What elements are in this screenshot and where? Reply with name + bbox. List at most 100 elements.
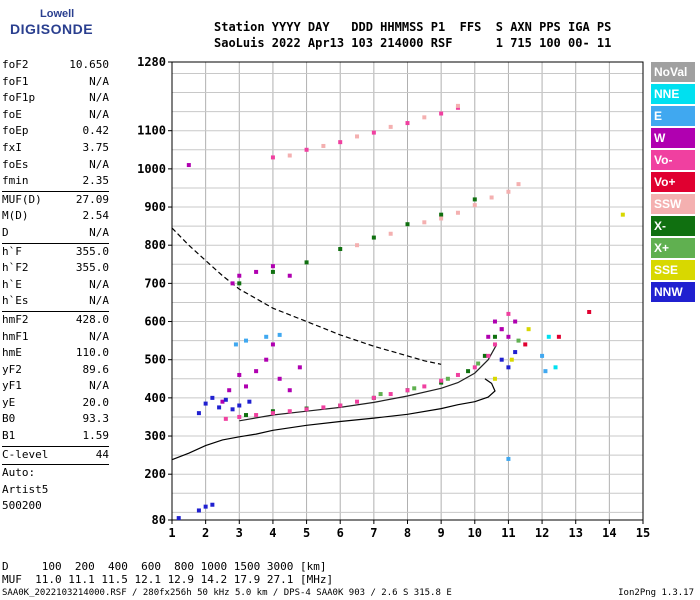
echo-point bbox=[264, 357, 269, 362]
legend-item: W bbox=[651, 128, 695, 148]
param-name: hmE bbox=[2, 346, 22, 360]
param-divider bbox=[2, 310, 109, 312]
echo-point bbox=[287, 388, 292, 393]
param-name: B0 bbox=[2, 412, 16, 426]
software-version: Ion2Png 1.3.17 bbox=[618, 588, 694, 598]
param-divider bbox=[2, 242, 109, 244]
echo-point bbox=[388, 231, 393, 236]
echo-point bbox=[513, 319, 518, 324]
legend-item: Vo- bbox=[651, 150, 695, 170]
distance-row: D 100 200 400 600 800 1000 1500 3000 [km… bbox=[2, 560, 327, 573]
echo-point bbox=[270, 269, 275, 274]
param-row: fxI 3.75 bbox=[2, 140, 109, 157]
param-name: foEs bbox=[2, 157, 29, 171]
param-name: fmin bbox=[2, 174, 29, 188]
x-tick-label: 2 bbox=[202, 526, 209, 540]
echo-point bbox=[546, 334, 551, 339]
echo-point bbox=[304, 407, 309, 412]
param-value: 27.09 bbox=[75, 192, 109, 206]
param-row: fmin 2.35 bbox=[2, 173, 109, 190]
echo-point bbox=[476, 361, 481, 366]
x-tick-label: 4 bbox=[269, 526, 276, 540]
echo-point bbox=[439, 111, 444, 116]
param-row: hmE 110.0 bbox=[2, 345, 109, 362]
param-value: 0.42 bbox=[82, 124, 110, 138]
param-value: N/A bbox=[89, 107, 109, 121]
legend-item: X+ bbox=[651, 238, 695, 258]
echo-point bbox=[388, 124, 393, 129]
param-row: h`E N/A bbox=[2, 277, 109, 294]
echo-point bbox=[254, 413, 259, 418]
echo-point bbox=[176, 516, 181, 521]
x-tick-label: 6 bbox=[337, 526, 344, 540]
param-divider bbox=[2, 445, 109, 447]
param-row: h`F2 355.0 bbox=[2, 260, 109, 277]
echo-point bbox=[355, 399, 360, 404]
echo-point bbox=[277, 376, 282, 381]
param-row: B1 1.59 bbox=[2, 428, 109, 445]
echo-point bbox=[455, 103, 460, 108]
x-tick-label: 1 bbox=[168, 526, 175, 540]
logo-line1: Lowell bbox=[40, 8, 75, 20]
echo-point bbox=[338, 403, 343, 408]
header-line1: Station YYYY DAY DDD HHMMSS P1 FFS S AXN… bbox=[214, 20, 612, 34]
echo-point bbox=[543, 369, 548, 374]
echo-point bbox=[254, 369, 259, 374]
echo-point bbox=[244, 413, 249, 418]
param-row: foEs N/A bbox=[2, 157, 109, 174]
echo-point bbox=[439, 216, 444, 221]
param-name: foF2 bbox=[2, 58, 29, 71]
x-tick-label: 9 bbox=[438, 526, 445, 540]
echo-point bbox=[371, 235, 376, 240]
echo-point bbox=[203, 401, 208, 406]
echo-point bbox=[321, 405, 326, 410]
echo-point bbox=[244, 338, 249, 343]
echo-point bbox=[186, 163, 191, 168]
echo-point bbox=[233, 342, 238, 347]
param-row: foE N/A bbox=[2, 107, 109, 124]
echo-point bbox=[422, 115, 427, 120]
y-tick-label: 200 bbox=[144, 467, 166, 481]
param-name: yF1 bbox=[2, 379, 22, 393]
param-name: h`F bbox=[2, 244, 22, 258]
autoscaling-auto-label: Auto: bbox=[2, 466, 36, 480]
trace-line-dashed bbox=[171, 227, 442, 365]
echo-point bbox=[264, 334, 269, 339]
param-row: MUF(D) 27.09 bbox=[2, 192, 109, 209]
echo-point bbox=[304, 260, 309, 265]
y-tick-label: 1280 bbox=[137, 55, 166, 69]
clevel-label: C-level bbox=[2, 447, 49, 461]
echo-point bbox=[486, 334, 491, 339]
echo-point bbox=[499, 357, 504, 362]
echo-point bbox=[371, 130, 376, 135]
param-value: 1.59 bbox=[82, 429, 110, 443]
param-value: 2.54 bbox=[82, 209, 110, 223]
param-value: N/A bbox=[89, 294, 109, 308]
echo-point bbox=[492, 334, 497, 339]
echo-point bbox=[355, 134, 360, 139]
echo-point bbox=[405, 222, 410, 227]
echo-point bbox=[516, 338, 521, 343]
trace-line-solid-profile bbox=[239, 344, 498, 422]
echo-point bbox=[230, 281, 235, 286]
echo-point bbox=[270, 411, 275, 416]
echo-point bbox=[405, 121, 410, 126]
y-tick-label: 900 bbox=[144, 200, 166, 214]
clevel-value: 44 bbox=[95, 447, 109, 461]
echo-point bbox=[338, 247, 343, 252]
echo-point bbox=[553, 365, 558, 370]
ionospheric-parameters-panel: foF2 10.650 foF1 N/A foF1p N/A foE N/A foEp 0.42 f… bbox=[2, 57, 109, 515]
y-tick-label: 600 bbox=[144, 315, 166, 329]
y-tick-label: 1100 bbox=[137, 124, 166, 138]
param-value: N/A bbox=[89, 74, 109, 88]
legend-item: Vo+ bbox=[651, 172, 695, 192]
param-row: foEp 0.42 bbox=[2, 123, 109, 140]
param-name: hmF2 bbox=[2, 312, 29, 326]
echo-point bbox=[203, 504, 208, 509]
echo-point bbox=[506, 334, 511, 339]
echo-point bbox=[556, 334, 561, 339]
param-name: foF1p bbox=[2, 91, 36, 105]
trace-line-solid bbox=[171, 378, 496, 461]
echo-point bbox=[237, 273, 242, 278]
